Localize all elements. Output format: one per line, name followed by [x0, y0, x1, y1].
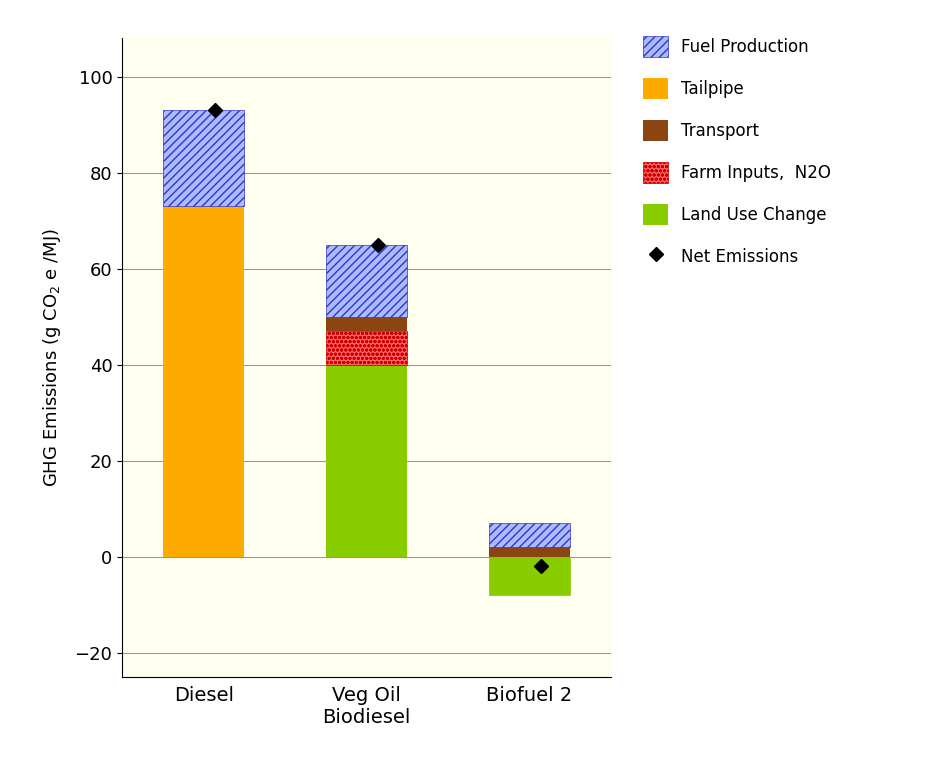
Bar — [489, 557, 571, 595]
Bar — [489, 548, 571, 557]
Bar — [163, 206, 244, 557]
Bar — [489, 523, 571, 548]
Bar — [326, 365, 407, 557]
Bar — [326, 245, 407, 317]
Legend: Fuel Production, Tailpipe, Transport, Farm Inputs,  N2O, Land Use Change, Net Em: Fuel Production, Tailpipe, Transport, Fa… — [638, 32, 837, 271]
Bar — [326, 317, 407, 331]
Bar — [326, 331, 407, 365]
Bar — [163, 111, 244, 206]
Y-axis label: GHG Emissions (g CO$_2$ e /MJ): GHG Emissions (g CO$_2$ e /MJ) — [41, 228, 64, 487]
